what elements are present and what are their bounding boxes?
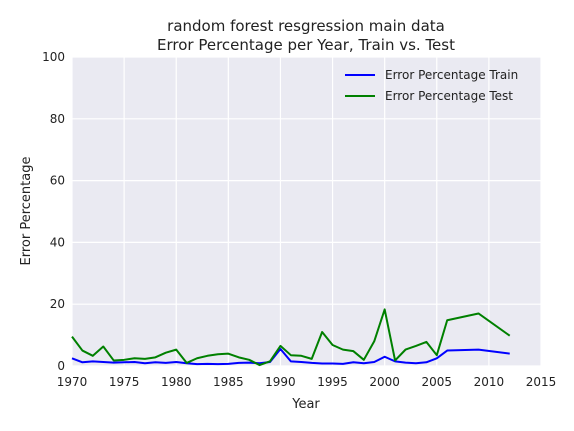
- x-tick-label: 1995: [317, 375, 348, 389]
- x-axis-label: Year: [291, 397, 320, 412]
- legend-label: Error Percentage Train: [385, 68, 518, 82]
- y-tick-label: 20: [50, 297, 65, 311]
- x-tick-label: 2010: [474, 375, 505, 389]
- y-axis-ticks: 0 20 40 60 80 100: [42, 50, 65, 373]
- series-lines: [71, 308, 511, 367]
- x-tick-label: 2015: [526, 375, 557, 389]
- legend-label: Error Percentage Test: [385, 89, 513, 103]
- y-tick-label: 80: [50, 112, 65, 126]
- plot-area: [72, 57, 541, 366]
- y-tick-label: 40: [50, 235, 65, 249]
- x-tick-label: 1985: [213, 375, 244, 389]
- y-tick-label: 60: [50, 174, 65, 188]
- x-tick-label: 1975: [109, 375, 140, 389]
- x-tick-label: 1990: [265, 375, 296, 389]
- y-tick-label: 100: [42, 50, 65, 64]
- series-line-test: [71, 308, 511, 367]
- chart-title-line-1: random forest resgression main data: [167, 17, 445, 35]
- x-axis-ticks: 1970 1975 1980 1985 1990 1995 2000 2005 2010 2015: [57, 375, 557, 389]
- x-tick-label: 1970: [57, 375, 88, 389]
- y-tick-label: 0: [57, 359, 65, 373]
- x-tick-label: 2005: [422, 375, 453, 389]
- x-tick-label: 2000: [369, 375, 400, 389]
- y-axis-label: Error Percentage: [19, 157, 34, 266]
- chart-title-line-2: Error Percentage per Year, Train vs. Tes…: [157, 36, 455, 54]
- grid-lines: [71, 56, 542, 367]
- chart-title: random forest resgression main data Erro…: [157, 17, 455, 54]
- x-tick-label: 1980: [161, 375, 192, 389]
- legend: Error Percentage Train Error Percentage T…: [345, 68, 518, 103]
